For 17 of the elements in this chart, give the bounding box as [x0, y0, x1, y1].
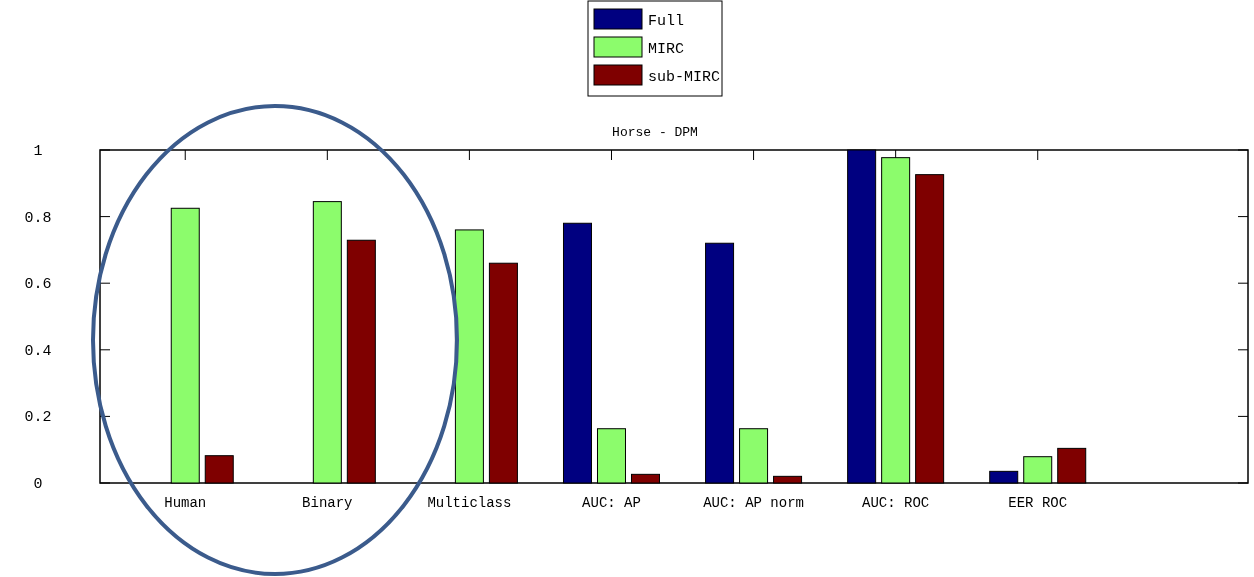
y-tick-label: 0.8 — [24, 209, 52, 227]
x-tick-label: EER ROC — [1008, 495, 1068, 511]
y-tick-label: 1 — [33, 143, 43, 160]
x-tick-label: AUC: AP norm — [703, 495, 804, 511]
y-tick-label: 0.4 — [24, 342, 52, 360]
legend-label: sub-MIRC — [648, 69, 721, 86]
x-tick-label: AUC: ROC — [862, 495, 930, 511]
y-tick-label: 0.6 — [24, 276, 52, 294]
x-tick-label: Human — [164, 495, 207, 511]
legend-label: Full — [648, 13, 685, 30]
y-tick-label: 0.2 — [24, 409, 52, 427]
x-tick-label: Multiclass — [427, 495, 512, 511]
x-tick-label: AUC: AP — [582, 495, 641, 511]
y-tick-label: 0 — [33, 476, 43, 493]
chart-title: Horse - DPM — [612, 125, 698, 140]
legend-label: MIRC — [648, 41, 685, 58]
x-tick-label: Binary — [302, 495, 353, 511]
